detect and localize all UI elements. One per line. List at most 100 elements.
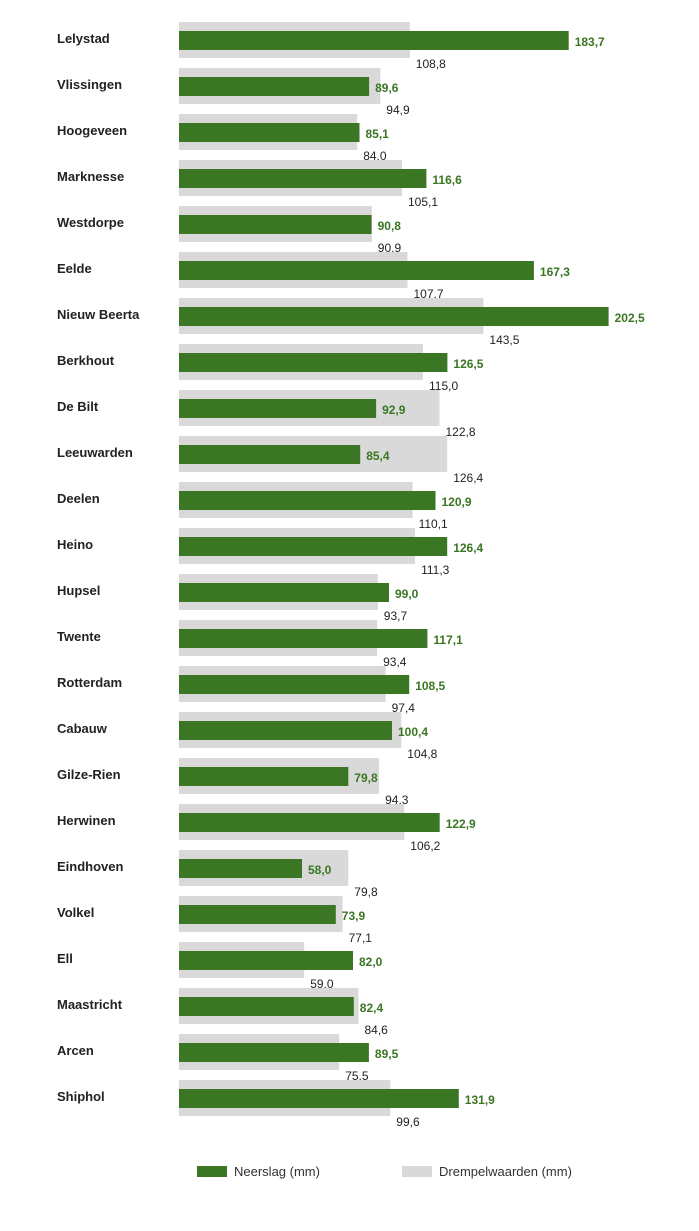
category-label-marknesse: Marknesse [57, 169, 124, 184]
row-vlissingen: Vlissingen 89,6 94,9 [57, 68, 410, 117]
precip-value-herwinen: 122,9 [446, 817, 476, 831]
category-label-de-bilt: De Bilt [57, 399, 99, 414]
threshold-value-westdorpe: 90,9 [378, 241, 402, 255]
category-label-eindhoven: Eindhoven [57, 859, 124, 874]
threshold-value-volkel: 77,1 [349, 931, 373, 945]
row-eindhoven: Eindhoven 58,0 79,8 [57, 850, 378, 899]
category-label-ell: Ell [57, 951, 73, 966]
precip-value-shiphol: 131,9 [465, 1093, 495, 1107]
row-rotterdam: Rotterdam 108,5 97,4 [57, 666, 446, 715]
threshold-value-shiphol: 99,6 [396, 1115, 420, 1129]
threshold-value-gilze-rien: 94,3 [385, 793, 409, 807]
category-label-hupsel: Hupsel [57, 583, 100, 598]
precip-bar-berkhout [179, 353, 448, 372]
threshold-value-ell: 59,0 [310, 977, 334, 991]
threshold-value-cabauw: 104,8 [407, 747, 437, 761]
precip-value-rotterdam: 108,5 [415, 679, 445, 693]
category-label-hoogeveen: Hoogeveen [57, 123, 127, 138]
row-shiphol: Shiphol 131,9 99,6 [57, 1080, 495, 1129]
precip-bar-ell [179, 951, 353, 970]
threshold-value-berkhout: 115,0 [429, 379, 458, 393]
category-label-shiphol: Shiphol [57, 1089, 105, 1104]
row-marknesse: Marknesse 116,6 105,1 [57, 160, 462, 209]
threshold-value-rotterdam: 97,4 [392, 701, 416, 715]
row-lelystad: Lelystad 183,7 108,8 [57, 22, 605, 71]
precip-value-twente: 117,1 [433, 633, 463, 647]
category-label-gilze-rien: Gilze-Rien [57, 767, 121, 782]
threshold-value-twente: 93,4 [383, 655, 407, 669]
threshold-value-deelen: 110,1 [419, 517, 448, 531]
precip-bar-arcen [179, 1043, 369, 1062]
precip-value-marknesse: 116,6 [432, 173, 462, 187]
row-eelde: Eelde 167,3 107,7 [57, 252, 570, 301]
category-label-arcen: Arcen [57, 1043, 94, 1058]
precip-value-hupsel: 99,0 [395, 587, 419, 601]
threshold-value-hupsel: 93,7 [384, 609, 408, 623]
row-nieuw-beerta: Nieuw Beerta 202,5 143,5 [57, 298, 645, 347]
precip-value-eelde: 167,3 [540, 265, 570, 279]
category-label-twente: Twente [57, 629, 101, 644]
threshold-value-de-bilt: 122,8 [446, 425, 476, 439]
precip-bar-volkel [179, 905, 336, 924]
precip-bar-gilze-rien [179, 767, 349, 786]
row-de-bilt: De Bilt 92,9 122,8 [57, 390, 476, 439]
threshold-value-heino: 111,3 [421, 563, 450, 577]
precip-value-heino: 126,4 [453, 541, 483, 555]
category-label-herwinen: Herwinen [57, 813, 116, 828]
precip-value-de-bilt: 92,9 [382, 403, 406, 417]
category-label-berkhout: Berkhout [57, 353, 115, 368]
threshold-value-vlissingen: 94,9 [386, 103, 410, 117]
threshold-value-herwinen: 106,2 [410, 839, 440, 853]
threshold-value-hoogeveen: 84,0 [363, 149, 387, 163]
precip-value-lelystad: 183,7 [575, 35, 605, 49]
precip-bar-rotterdam [179, 675, 410, 694]
precip-bar-de-bilt [179, 399, 377, 418]
precip-value-vlissingen: 89,6 [375, 81, 399, 95]
row-leeuwarden: Leeuwarden 85,4 126,4 [57, 436, 484, 485]
precip-value-nieuw-beerta: 202,5 [615, 311, 645, 325]
row-berkhout: Berkhout 126,5 115,0 [57, 344, 484, 393]
category-label-vlissingen: Vlissingen [57, 77, 122, 92]
row-volkel: Volkel 73,9 77,1 [57, 896, 372, 945]
row-gilze-rien: Gilze-Rien 79,8 94,3 [57, 758, 409, 807]
precip-value-gilze-rien: 79,8 [354, 771, 378, 785]
row-ell: Ell 82,0 59,0 [57, 942, 383, 991]
threshold-value-marknesse: 105,1 [408, 195, 438, 209]
precip-bar-vlissingen [179, 77, 370, 96]
precip-bar-hoogeveen [179, 123, 360, 142]
row-arcen: Arcen 89,5 75,5 [57, 1034, 399, 1083]
row-maastricht: Maastricht 82,4 84,6 [57, 988, 388, 1037]
precip-bar-shiphol [179, 1089, 459, 1108]
threshold-value-maastricht: 84,6 [365, 1023, 389, 1037]
precip-bar-twente [179, 629, 428, 648]
precip-bar-westdorpe [179, 215, 372, 234]
legend-label-drempelwaarden: Drempelwaarden (mm) [439, 1164, 572, 1179]
precip-value-leeuwarden: 85,4 [366, 449, 390, 463]
precip-bar-leeuwarden [179, 445, 361, 464]
row-cabauw: Cabauw 100,4 104,8 [57, 712, 438, 761]
precip-value-volkel: 73,9 [342, 909, 366, 923]
precip-value-cabauw: 100,4 [398, 725, 428, 739]
row-herwinen: Herwinen 122,9 106,2 [57, 804, 476, 853]
precip-bar-maastricht [179, 997, 354, 1016]
precip-bar-herwinen [179, 813, 440, 832]
precip-bar-eindhoven [179, 859, 302, 878]
precip-bar-heino [179, 537, 448, 556]
threshold-value-arcen: 75,5 [345, 1069, 369, 1083]
precip-bar-cabauw [179, 721, 392, 740]
threshold-value-lelystad: 108,8 [416, 57, 446, 71]
row-westdorpe: Westdorpe 90,8 90,9 [57, 206, 401, 255]
category-label-heino: Heino [57, 537, 93, 552]
legend-swatch-neerslag [197, 1166, 227, 1177]
legend: Neerslag (mm) Drempelwaarden (mm) [197, 1164, 572, 1179]
precip-bar-lelystad [179, 31, 569, 50]
category-label-volkel: Volkel [57, 905, 94, 920]
precip-bar-marknesse [179, 169, 427, 188]
category-label-westdorpe: Westdorpe [57, 215, 124, 230]
category-label-leeuwarden: Leeuwarden [57, 445, 133, 460]
precip-value-maastricht: 82,4 [360, 1001, 384, 1015]
precip-value-berkhout: 126,5 [453, 357, 483, 371]
category-label-nieuw-beerta: Nieuw Beerta [57, 307, 140, 322]
